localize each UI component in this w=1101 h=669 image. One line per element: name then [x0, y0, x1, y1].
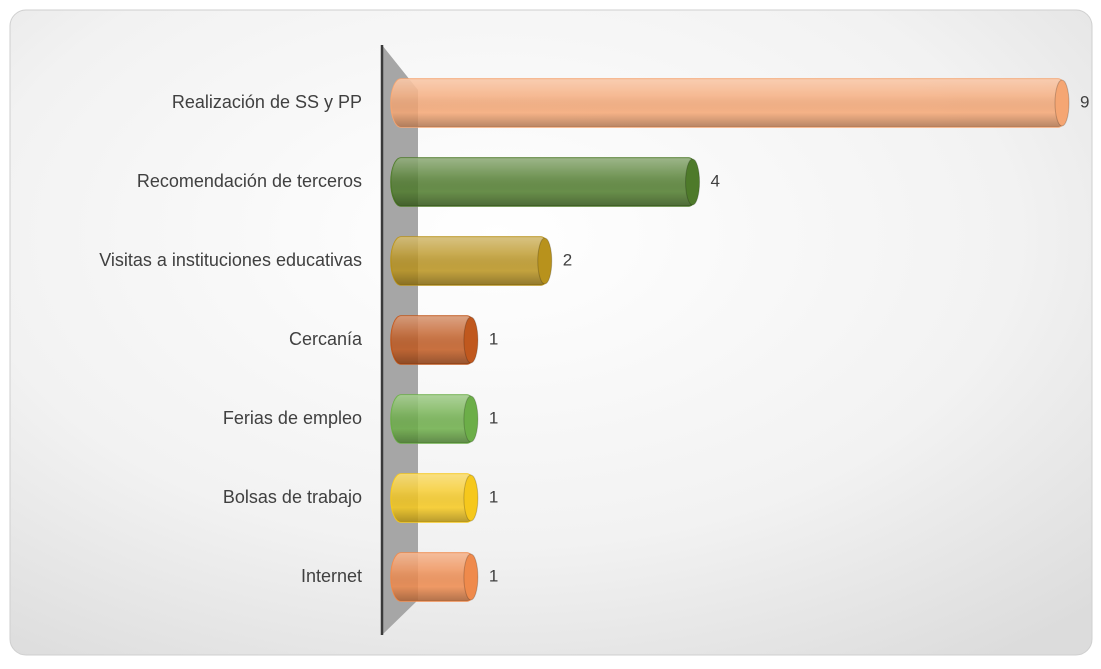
- bar: [390, 315, 479, 365]
- bar: [390, 157, 701, 207]
- y-tick-label: Realización de SS y PP: [172, 92, 362, 112]
- bar-shine: [391, 158, 699, 206]
- bar-shine: [391, 79, 1068, 127]
- bar-cap: [537, 237, 553, 285]
- bar-shine: [391, 316, 477, 364]
- bar: [390, 78, 1070, 128]
- bar: [390, 552, 479, 602]
- bar: [390, 473, 479, 523]
- bar-cap: [1054, 79, 1070, 127]
- bar-shine: [391, 395, 477, 443]
- data-label: 1: [489, 408, 498, 427]
- data-label: 1: [489, 329, 498, 348]
- bar-cap: [463, 553, 479, 601]
- y-tick-label: Recomendación de terceros: [137, 171, 362, 191]
- y-tick-label: Ferias de empleo: [223, 408, 362, 428]
- data-label: 1: [489, 487, 498, 506]
- bar: [390, 394, 479, 444]
- data-label: 9: [1080, 92, 1089, 111]
- y-tick-label: Visitas a instituciones educativas: [99, 250, 362, 270]
- data-label: 1: [489, 566, 498, 585]
- data-label: 2: [563, 250, 572, 269]
- bar-cap: [685, 158, 701, 206]
- bar: [390, 236, 553, 286]
- y-tick-label: Cercanía: [289, 329, 363, 349]
- bar-cap: [463, 395, 479, 443]
- bar-shine: [391, 474, 477, 522]
- bar-shine: [391, 237, 551, 285]
- y-tick-label: Internet: [301, 566, 362, 586]
- y-tick-label: Bolsas de trabajo: [223, 487, 362, 507]
- bar-cap: [463, 316, 479, 364]
- data-label: 4: [711, 171, 720, 190]
- bar-cap: [463, 474, 479, 522]
- panel: [9, 9, 1093, 656]
- bar-shine: [391, 553, 477, 601]
